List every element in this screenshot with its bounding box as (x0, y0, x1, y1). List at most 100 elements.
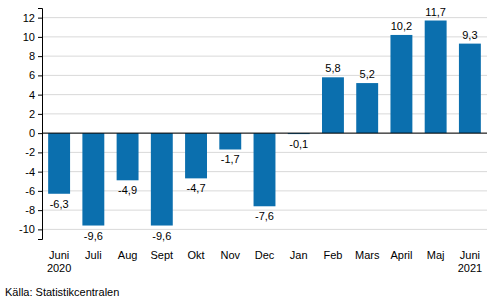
y-tick-mark (38, 37, 42, 38)
bar (117, 133, 139, 180)
y-tick-label: 6 (29, 69, 35, 81)
bar (151, 133, 173, 225)
x-tick-label-line: Okt (187, 249, 204, 261)
data-label: -4,7 (187, 182, 206, 194)
data-label: -6,3 (50, 198, 69, 210)
y-axis-line (38, 9, 43, 240)
y-tick: 2 (29, 108, 42, 120)
grid-line (42, 113, 487, 114)
data-label: 9,3 (462, 29, 477, 41)
y-tick-label: 10 (23, 31, 35, 43)
y-tick-label: -10 (19, 223, 35, 235)
y-tick-mark (38, 75, 42, 76)
x-tick-label: Okt (187, 249, 204, 261)
y-tick-mark (38, 133, 42, 134)
x-tick-label-line: Aug (118, 249, 138, 261)
y-tick-mark (38, 152, 42, 153)
bar (322, 77, 344, 133)
x-tick-label-line: Jan (290, 249, 308, 261)
x-tick-label-line: Juni (460, 249, 480, 261)
bar (390, 35, 412, 133)
grid-line (42, 94, 487, 95)
y-tick-label: -4 (25, 166, 35, 178)
y-tick: 10 (23, 31, 42, 43)
y-axis: -10 -8 -6 -4 -2 0 2 4 6 8 10 12 (19, 9, 42, 240)
y-tick-label: 4 (29, 89, 35, 101)
zero-line (42, 133, 487, 134)
bar (254, 133, 276, 206)
x-tick-label: Mars (355, 249, 380, 261)
y-tick: 8 (29, 50, 42, 62)
x-tick-label-line: Juli (85, 249, 102, 261)
y-tick-mark (38, 114, 42, 115)
data-label: 5,8 (325, 62, 340, 74)
x-tick-label: Aug (118, 249, 138, 261)
x-tick-label-line: 2021 (458, 262, 482, 274)
x-tick-label: Maj (427, 249, 445, 261)
x-tick: Sept (150, 249, 173, 261)
grid-line (42, 133, 487, 134)
bar (459, 44, 481, 134)
x-tick-label: April (390, 249, 412, 261)
grid-line (42, 36, 487, 37)
y-tick-label: 12 (23, 12, 35, 24)
data-label: -0,1 (289, 138, 308, 150)
y-tick: 4 (29, 89, 42, 101)
y-tick-mark (38, 56, 42, 57)
x-tick-label: Jan (290, 249, 308, 261)
data-label: 11,7 (425, 6, 446, 18)
y-tick-mark (38, 210, 42, 211)
data-label: -4,9 (118, 184, 137, 196)
y-tick: -10 (19, 223, 42, 235)
bar (48, 133, 70, 194)
y-tick-label: 2 (29, 108, 35, 120)
grid-line (42, 229, 487, 230)
x-tick-label: Dec (255, 249, 275, 261)
x-tick-label: Juni2020 (47, 249, 71, 274)
x-tick-label-line: Mars (355, 249, 380, 261)
data-label: -1,7 (221, 153, 240, 165)
bars (48, 21, 481, 226)
x-tick-label: Juli (85, 249, 102, 261)
x-tick-label-line: Juni (49, 249, 69, 261)
y-tick: 12 (23, 12, 42, 24)
x-tick-label-line: Maj (427, 249, 445, 261)
x-tick: Okt (187, 249, 204, 261)
y-tick: 0 (29, 127, 42, 139)
x-tick-label-line: Feb (323, 249, 342, 261)
data-label: -9,6 (84, 230, 103, 242)
x-axis: Juni2020 Juli Aug Sept Okt Nov Dec Jan Feb Mars Ap… (47, 249, 482, 274)
y-tick-label: 0 (29, 127, 35, 139)
bar (356, 83, 378, 133)
data-labels: -6,3 -9,6 -4,9 -9,6 -4,7 -1,7 -7,6 -0,1 5,8 5,2 10… (50, 6, 478, 242)
x-tick-label: Nov (220, 249, 240, 261)
y-tick-mark (38, 172, 42, 173)
y-tick-mark (38, 229, 42, 230)
x-tick: Dec (255, 249, 275, 261)
y-tick: -6 (25, 185, 42, 197)
x-tick-label: Feb (323, 249, 342, 261)
x-tick-label: Juni2021 (458, 249, 482, 274)
x-tick-label: Sept (150, 249, 173, 261)
data-label: 5,2 (360, 68, 375, 80)
y-tick: -2 (25, 146, 42, 158)
y-tick-label: -6 (25, 185, 35, 197)
data-label: -9,6 (152, 230, 171, 242)
y-tick-label: 8 (29, 50, 35, 62)
bar (82, 133, 104, 225)
x-tick: Juli (85, 249, 102, 261)
x-tick: Mars (355, 249, 380, 261)
y-tick-mark (38, 95, 42, 96)
y-tick-label: -8 (25, 204, 35, 216)
y-tick-label: -2 (25, 146, 35, 158)
y-tick-mark (38, 191, 42, 192)
x-tick-label-line: April (390, 249, 412, 261)
data-label: -7,6 (255, 210, 274, 222)
grid-line (42, 17, 487, 18)
x-tick-label-line: Dec (255, 249, 275, 261)
x-tick: Maj (427, 249, 445, 261)
data-label: 10,2 (391, 20, 412, 32)
y-tick: 6 (29, 69, 42, 81)
x-tick-label-line: Nov (220, 249, 240, 261)
source: Källa: Statistikcentralen (5, 286, 119, 298)
